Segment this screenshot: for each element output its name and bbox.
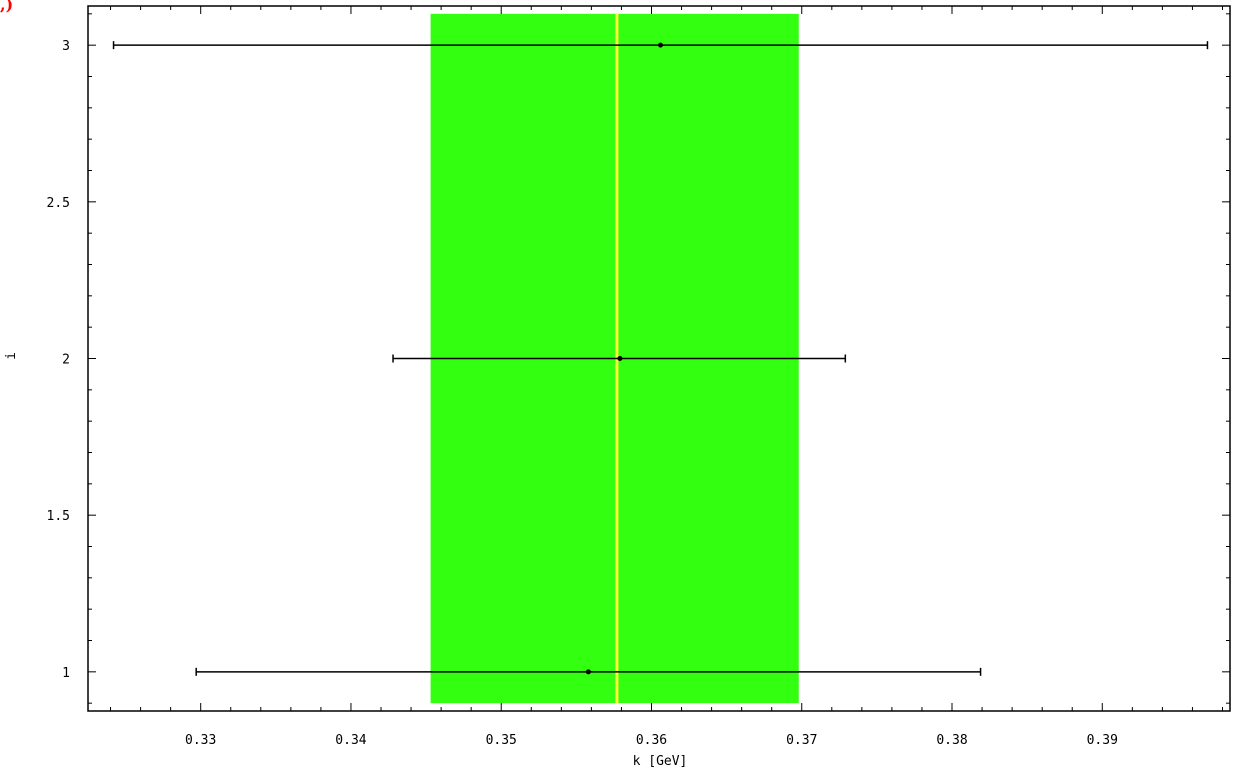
x-axis-title: k [GeV] bbox=[633, 754, 688, 769]
axes-layer: 0.33 0.34 0.35 0.36 0.37 0.38 0.39 1 1.5 2 2.5 3 bbox=[47, 5, 1231, 748]
data-point-3 bbox=[658, 42, 664, 48]
y-tick-label: 2 bbox=[62, 353, 70, 368]
x-tick-label: 0.36 bbox=[636, 733, 667, 748]
x-tick-label: 0.34 bbox=[335, 733, 366, 748]
data-point-2 bbox=[617, 356, 623, 361]
x-tick-label: 0.33 bbox=[185, 733, 216, 748]
y-tick-label: 1 bbox=[62, 666, 70, 681]
y-tick-label: 2.5 bbox=[47, 196, 70, 211]
x-tick-label: 0.37 bbox=[786, 733, 817, 748]
x-tick-label: 0.38 bbox=[936, 733, 967, 748]
x-tick-label: 0.39 bbox=[1087, 733, 1118, 748]
y-tick-label: 3 bbox=[62, 39, 70, 54]
series-layer bbox=[112, 41, 1209, 676]
y-axis-title: i bbox=[4, 352, 19, 360]
data-point-1 bbox=[585, 669, 591, 675]
y-tick-label: 1.5 bbox=[47, 509, 70, 524]
corner-mark: ,) bbox=[0, 0, 13, 14]
x-tick-label: 0.35 bbox=[486, 733, 517, 748]
